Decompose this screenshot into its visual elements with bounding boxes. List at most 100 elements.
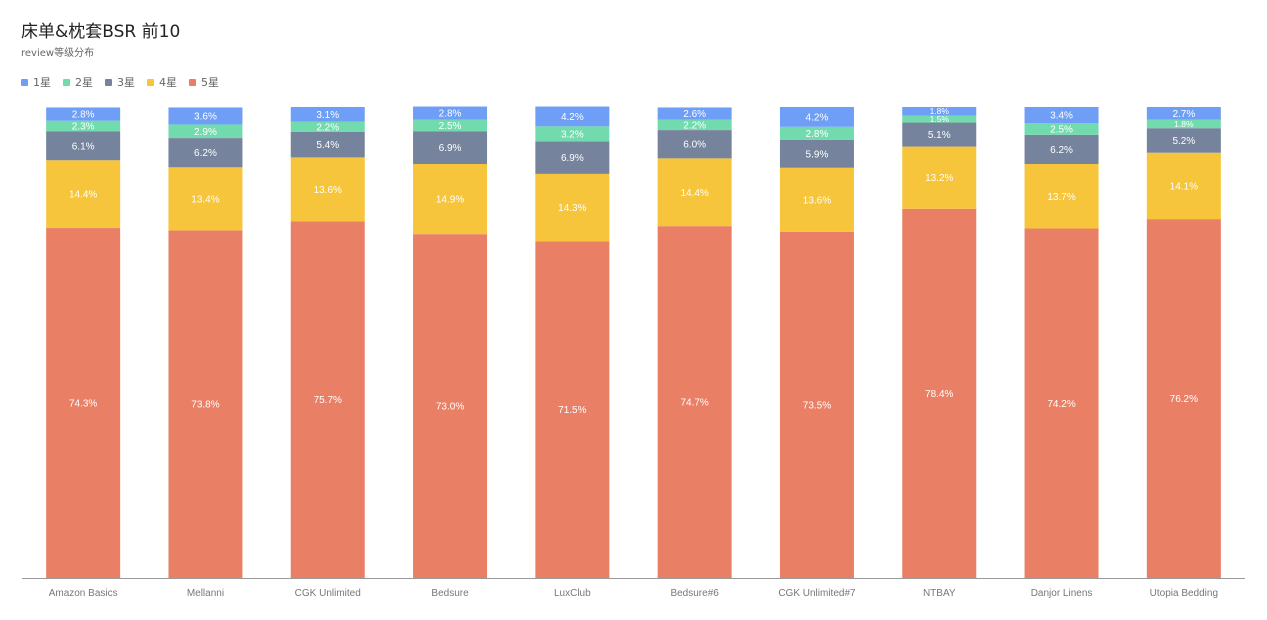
bar-segment[interactable] bbox=[168, 167, 243, 231]
data-label: 1.5% bbox=[930, 114, 950, 124]
bar-segment[interactable] bbox=[1024, 228, 1099, 578]
bar-segment[interactable] bbox=[535, 241, 610, 579]
x-tick-label: CGK Unlimited bbox=[295, 588, 361, 599]
bar-segment[interactable] bbox=[290, 157, 365, 222]
bar-segment[interactable] bbox=[46, 228, 121, 578]
bar-segment[interactable] bbox=[657, 226, 732, 578]
legend-label-4-star: 4星 bbox=[159, 76, 177, 89]
data-label: 74.3% bbox=[69, 399, 97, 410]
data-label: 1.8% bbox=[930, 106, 950, 116]
legend-item-5-star[interactable]: 5星 bbox=[189, 74, 219, 90]
legend-item-1-star[interactable]: 1星 bbox=[21, 74, 51, 90]
bar-segment[interactable] bbox=[168, 230, 243, 579]
bar-group: 73.5% 13.6% 5.9% 2.8% 4.2% bbox=[779, 107, 854, 578]
bar-segment[interactable] bbox=[1146, 152, 1221, 220]
legend-swatch-4-star bbox=[147, 78, 154, 86]
bar-segment[interactable] bbox=[902, 115, 977, 123]
data-label: 14.1% bbox=[1170, 181, 1198, 192]
chart-title: 床单&枕套BSR 前10 bbox=[21, 22, 181, 42]
bar-segment[interactable] bbox=[779, 167, 854, 232]
bar-segment[interactable] bbox=[779, 107, 854, 127]
chart-legend: 1星 2星 3星 4星 5星 bbox=[21, 74, 219, 90]
bar-segment[interactable] bbox=[413, 119, 488, 132]
bar-segment[interactable] bbox=[535, 126, 610, 142]
legend-swatch-1-star bbox=[21, 78, 28, 86]
bar-group: 73.0% 14.9% 6.9% 2.5%2.8% bbox=[413, 106, 488, 579]
x-tick-label: LuxClub bbox=[554, 588, 591, 599]
data-label: 2.2% bbox=[683, 120, 706, 131]
data-label: 5.9% bbox=[806, 149, 829, 160]
bar-segment[interactable] bbox=[413, 106, 488, 120]
data-label: 6.9% bbox=[561, 153, 584, 164]
bar-segment[interactable] bbox=[779, 139, 854, 168]
legend-label-5-star: 5星 bbox=[201, 76, 219, 89]
bar-segment[interactable] bbox=[535, 141, 610, 174]
data-label: 2.2% bbox=[316, 122, 339, 133]
bar-segment[interactable] bbox=[168, 138, 243, 168]
x-tick-label: NTBAY bbox=[923, 588, 956, 599]
bar-segment[interactable] bbox=[902, 122, 977, 147]
bar-group: 78.4% 13.2% 5.1% 1.5%1.8% bbox=[902, 106, 977, 578]
legend-label-1-star: 1星 bbox=[33, 76, 51, 89]
bar-segment[interactable] bbox=[657, 107, 732, 120]
bar-group: 76.2% 14.1% 5.2% 1.8%2.7% bbox=[1146, 107, 1221, 578]
data-label: 78.4% bbox=[925, 389, 953, 400]
bar-group: 71.5% 14.3% 6.9% 3.2% 4.2% bbox=[535, 106, 610, 579]
bar-segment[interactable] bbox=[46, 120, 121, 132]
data-label: 13.7% bbox=[1047, 192, 1075, 203]
data-label: 3.2% bbox=[561, 129, 584, 140]
data-label: 3.4% bbox=[1050, 111, 1073, 122]
bar-segment[interactable] bbox=[1024, 134, 1099, 164]
bar-segment[interactable] bbox=[535, 106, 610, 127]
bar-segment[interactable] bbox=[46, 160, 121, 229]
bar-segment[interactable] bbox=[779, 126, 854, 140]
legend-item-4-star[interactable]: 4星 bbox=[147, 74, 177, 90]
bar-segment[interactable] bbox=[1146, 107, 1221, 120]
legend-item-2-star[interactable]: 2星 bbox=[63, 74, 93, 90]
bar-segment[interactable] bbox=[657, 130, 732, 159]
bar-segment[interactable] bbox=[902, 208, 977, 578]
bar-segment[interactable] bbox=[1024, 163, 1099, 229]
data-label: 74.7% bbox=[680, 398, 708, 409]
bar-segment[interactable] bbox=[902, 107, 977, 116]
bar-segment[interactable] bbox=[1146, 119, 1221, 129]
bar-segment[interactable] bbox=[290, 121, 365, 132]
x-tick-label: Utopia Bedding bbox=[1150, 588, 1218, 599]
bar-segment[interactable] bbox=[290, 131, 365, 158]
data-label: 71.5% bbox=[558, 405, 586, 416]
bar-segment[interactable] bbox=[46, 131, 121, 161]
bar-segment[interactable] bbox=[290, 221, 365, 578]
data-label: 75.7% bbox=[314, 395, 342, 406]
bar-segment[interactable] bbox=[535, 173, 610, 242]
data-label: 6.1% bbox=[72, 141, 95, 152]
bar-segment[interactable] bbox=[1146, 128, 1221, 153]
bar-segment[interactable] bbox=[168, 124, 243, 139]
bar-segment[interactable] bbox=[413, 131, 488, 164]
bar-segment[interactable] bbox=[1024, 107, 1099, 124]
data-label: 5.2% bbox=[1172, 136, 1195, 147]
bar-segment[interactable] bbox=[902, 146, 977, 209]
bar-segment[interactable] bbox=[290, 107, 365, 122]
bar-segment[interactable] bbox=[413, 234, 488, 579]
bar-segment[interactable] bbox=[657, 119, 732, 131]
x-tick-label: CGK Unlimited#7 bbox=[778, 588, 856, 599]
data-label: 6.9% bbox=[439, 143, 462, 154]
bar-segment[interactable] bbox=[413, 163, 488, 235]
bar-segment[interactable] bbox=[46, 107, 121, 121]
data-label: 76.2% bbox=[1170, 394, 1198, 405]
legend-swatch-2-star bbox=[63, 78, 70, 86]
bar-segment[interactable] bbox=[657, 158, 732, 227]
bar-group: 73.8% 13.4% 6.2% 2.9% 3.6% bbox=[168, 107, 243, 579]
data-label: 2.3% bbox=[72, 122, 95, 133]
data-label: 74.2% bbox=[1047, 399, 1075, 410]
data-label: 1.8% bbox=[1174, 119, 1194, 129]
bar-group: 75.7% 13.6% 5.4% 2.2%3.1% bbox=[290, 107, 365, 578]
bar-segment[interactable] bbox=[1024, 123, 1099, 135]
legend-item-3-star[interactable]: 3星 bbox=[105, 74, 135, 90]
bar-segment[interactable] bbox=[779, 231, 854, 578]
bar-segment[interactable] bbox=[1146, 219, 1221, 578]
data-label: 73.5% bbox=[803, 400, 831, 411]
bar-segment[interactable] bbox=[168, 107, 243, 125]
data-label: 3.6% bbox=[194, 111, 217, 122]
